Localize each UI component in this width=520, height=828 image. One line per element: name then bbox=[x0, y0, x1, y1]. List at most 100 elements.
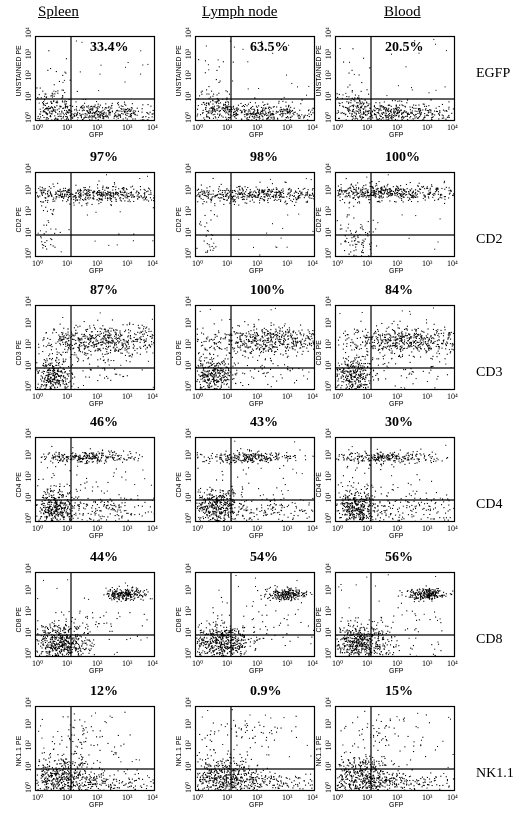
event-dot bbox=[218, 346, 220, 348]
event-dot bbox=[110, 192, 112, 194]
event-dot bbox=[102, 192, 104, 194]
event-dot bbox=[205, 371, 207, 373]
event-dot bbox=[399, 335, 401, 337]
event-dot bbox=[75, 108, 77, 110]
event-dot bbox=[283, 343, 285, 345]
event-dot bbox=[136, 114, 138, 116]
event-dot bbox=[350, 189, 352, 191]
event-dot bbox=[286, 246, 288, 248]
event-dot bbox=[206, 251, 208, 253]
event-dot bbox=[43, 191, 45, 193]
event-dot bbox=[127, 335, 129, 337]
event-dot bbox=[354, 236, 356, 238]
event-dot bbox=[434, 114, 436, 116]
event-dot bbox=[255, 348, 257, 350]
event-dot bbox=[263, 372, 265, 374]
event-dot bbox=[361, 194, 363, 196]
event-dot bbox=[92, 197, 94, 199]
event-dot bbox=[114, 335, 116, 337]
event-dot bbox=[429, 189, 431, 191]
event-dot bbox=[436, 188, 438, 190]
event-dot bbox=[246, 114, 248, 116]
event-dot bbox=[254, 97, 256, 99]
quadrant-percent: 33.4% bbox=[90, 40, 129, 55]
event-dot bbox=[270, 322, 272, 324]
event-dot bbox=[40, 201, 42, 203]
event-dot bbox=[50, 101, 52, 103]
event-dot bbox=[214, 113, 216, 115]
event-dot bbox=[256, 335, 258, 337]
event-dot bbox=[62, 107, 64, 109]
event-dot bbox=[358, 74, 360, 76]
event-dot bbox=[210, 219, 212, 221]
event-dot bbox=[84, 346, 86, 348]
event-dot bbox=[227, 192, 229, 194]
event-dot bbox=[120, 193, 122, 195]
event-dot bbox=[64, 190, 66, 192]
event-dot bbox=[269, 113, 271, 115]
event-dot bbox=[411, 192, 413, 194]
event-dot bbox=[249, 336, 251, 338]
event-dot bbox=[369, 248, 371, 250]
event-dot bbox=[147, 360, 149, 362]
event-dot bbox=[297, 351, 299, 353]
event-dot bbox=[94, 114, 96, 116]
event-dot bbox=[238, 238, 240, 240]
plot-frame bbox=[34, 35, 156, 122]
event-dot bbox=[436, 332, 438, 334]
event-dot bbox=[211, 385, 213, 387]
event-dot bbox=[298, 330, 300, 332]
event-dot bbox=[233, 200, 235, 202]
event-dot bbox=[243, 344, 245, 346]
event-dot bbox=[267, 350, 269, 352]
event-dot bbox=[131, 356, 133, 358]
event-dot bbox=[43, 365, 45, 367]
event-dot bbox=[353, 104, 355, 106]
event-dot bbox=[199, 384, 201, 386]
x-tick-label: 10¹ bbox=[222, 392, 233, 401]
event-dot bbox=[360, 113, 362, 115]
event-dot bbox=[255, 338, 257, 340]
event-dot bbox=[402, 115, 404, 117]
y-tick-label: 10² bbox=[324, 206, 333, 217]
x-tick-label: 10⁴ bbox=[307, 259, 318, 268]
event-dot bbox=[59, 106, 61, 108]
quadrant-percent: 84% bbox=[385, 283, 413, 298]
event-dot bbox=[287, 331, 289, 333]
event-dot bbox=[137, 331, 139, 333]
y-axis-label: CD3 PE bbox=[176, 340, 183, 366]
event-dot bbox=[89, 115, 91, 117]
event-dot bbox=[291, 201, 293, 203]
event-dot bbox=[139, 346, 141, 348]
event-dot bbox=[415, 194, 417, 196]
event-dot bbox=[276, 196, 278, 198]
event-dot bbox=[116, 346, 118, 348]
event-dot bbox=[49, 115, 51, 117]
event-dot bbox=[199, 387, 201, 389]
event-dot bbox=[400, 194, 402, 196]
event-dot bbox=[237, 341, 239, 343]
event-dot bbox=[114, 373, 116, 375]
event-dot bbox=[152, 207, 154, 209]
event-dot bbox=[83, 335, 85, 337]
event-dot bbox=[102, 115, 104, 117]
event-dot bbox=[218, 193, 220, 195]
event-dot bbox=[253, 111, 255, 113]
event-dot bbox=[142, 330, 144, 332]
event-dot bbox=[359, 99, 361, 101]
event-dot bbox=[105, 193, 107, 195]
event-dot bbox=[346, 237, 348, 239]
event-dot bbox=[39, 113, 41, 115]
event-dot bbox=[434, 248, 436, 250]
event-dot bbox=[61, 193, 63, 195]
event-dot bbox=[39, 189, 41, 191]
event-dot bbox=[47, 194, 49, 196]
event-dot bbox=[97, 105, 99, 107]
event-dot bbox=[430, 336, 432, 338]
event-dot bbox=[234, 347, 236, 349]
event-dot bbox=[62, 317, 64, 318]
event-dot bbox=[299, 347, 301, 349]
event-dot bbox=[84, 352, 86, 354]
event-dot bbox=[241, 199, 243, 201]
event-dot bbox=[80, 115, 82, 117]
